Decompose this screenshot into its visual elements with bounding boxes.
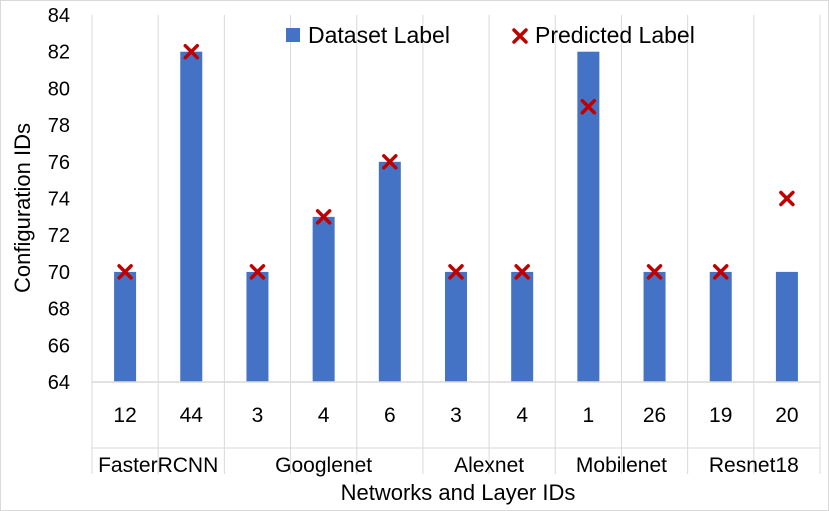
x-tick-label: 4 bbox=[516, 404, 528, 427]
y-tick-label: 68 bbox=[48, 299, 70, 321]
predicted-marker bbox=[779, 190, 795, 207]
predicted-marker bbox=[117, 264, 133, 280]
legend-label-dataset: Dataset Label bbox=[308, 22, 450, 48]
legend: Dataset Label Predicted Label bbox=[286, 22, 695, 48]
group-label: Googlenet bbox=[275, 454, 372, 477]
y-tick-label: 84 bbox=[48, 5, 70, 27]
y-tick-label: 74 bbox=[48, 189, 70, 211]
bar bbox=[577, 51, 600, 382]
predicted-marker bbox=[315, 209, 332, 225]
predicted-marker bbox=[448, 264, 464, 280]
bar bbox=[246, 271, 269, 382]
y-tick-label: 80 bbox=[48, 78, 70, 100]
bar bbox=[180, 51, 203, 382]
group-label: Alexnet bbox=[454, 454, 524, 477]
x-axis-title: Networks and Layer IDs bbox=[341, 480, 576, 505]
group-label: FasterRCNN bbox=[98, 454, 218, 477]
predicted-marker bbox=[712, 264, 729, 280]
predicted-marker bbox=[646, 264, 663, 280]
x-tick-label: 3 bbox=[252, 404, 264, 427]
bar bbox=[378, 161, 401, 382]
y-tick-label: 82 bbox=[48, 42, 70, 64]
group-label: Resnet18 bbox=[709, 454, 799, 477]
y-tick-label: 66 bbox=[48, 335, 70, 357]
bar bbox=[445, 271, 467, 382]
predicted-marker bbox=[514, 264, 530, 280]
x-tick-label: 6 bbox=[384, 404, 396, 427]
bar bbox=[511, 271, 534, 382]
x-tick-label: 4 bbox=[318, 404, 330, 427]
group-labels: FasterRCNN Googlenet Alexnet Mobilenet Resne… bbox=[98, 454, 799, 477]
bar bbox=[114, 271, 137, 382]
legend-swatch-dataset bbox=[286, 28, 300, 42]
y-axis-title: Configuration IDs bbox=[10, 123, 35, 293]
legend-swatch-predicted bbox=[512, 28, 528, 44]
y-tick-label: 64 bbox=[48, 372, 70, 394]
predicted-marker bbox=[580, 99, 597, 115]
x-tick-label: 1 bbox=[583, 404, 595, 427]
marker-series bbox=[117, 43, 795, 280]
predicted-marker bbox=[249, 264, 266, 280]
predicted-marker bbox=[382, 154, 398, 170]
legend-label-predicted: Predicted Label bbox=[535, 22, 695, 48]
bar bbox=[709, 271, 732, 382]
bar bbox=[775, 271, 798, 382]
y-tick-label: 78 bbox=[48, 115, 70, 137]
predicted-marker bbox=[183, 43, 200, 60]
bar-series bbox=[114, 51, 798, 382]
x-axis-ticks: 12 44 3 4 6 3 4 1 26 19 20 bbox=[113, 404, 798, 427]
x-tick-label: 19 bbox=[709, 404, 732, 427]
x-tick-label: 12 bbox=[113, 404, 136, 427]
x-tick-label: 3 bbox=[450, 404, 462, 427]
x-tick-label: 44 bbox=[180, 404, 204, 427]
y-tick-label: 76 bbox=[48, 152, 70, 174]
y-tick-label: 72 bbox=[48, 225, 70, 247]
y-tick-label: 70 bbox=[48, 262, 70, 284]
y-axis-ticks: 64 66 68 70 72 74 76 78 80 82 84 bbox=[48, 5, 70, 394]
x-tick-label: 26 bbox=[643, 404, 666, 427]
bar bbox=[312, 216, 335, 382]
grid-lines bbox=[91, 15, 821, 474]
group-label: Mobilenet bbox=[576, 454, 667, 477]
x-tick-label: 20 bbox=[775, 404, 798, 427]
bar bbox=[643, 271, 666, 382]
